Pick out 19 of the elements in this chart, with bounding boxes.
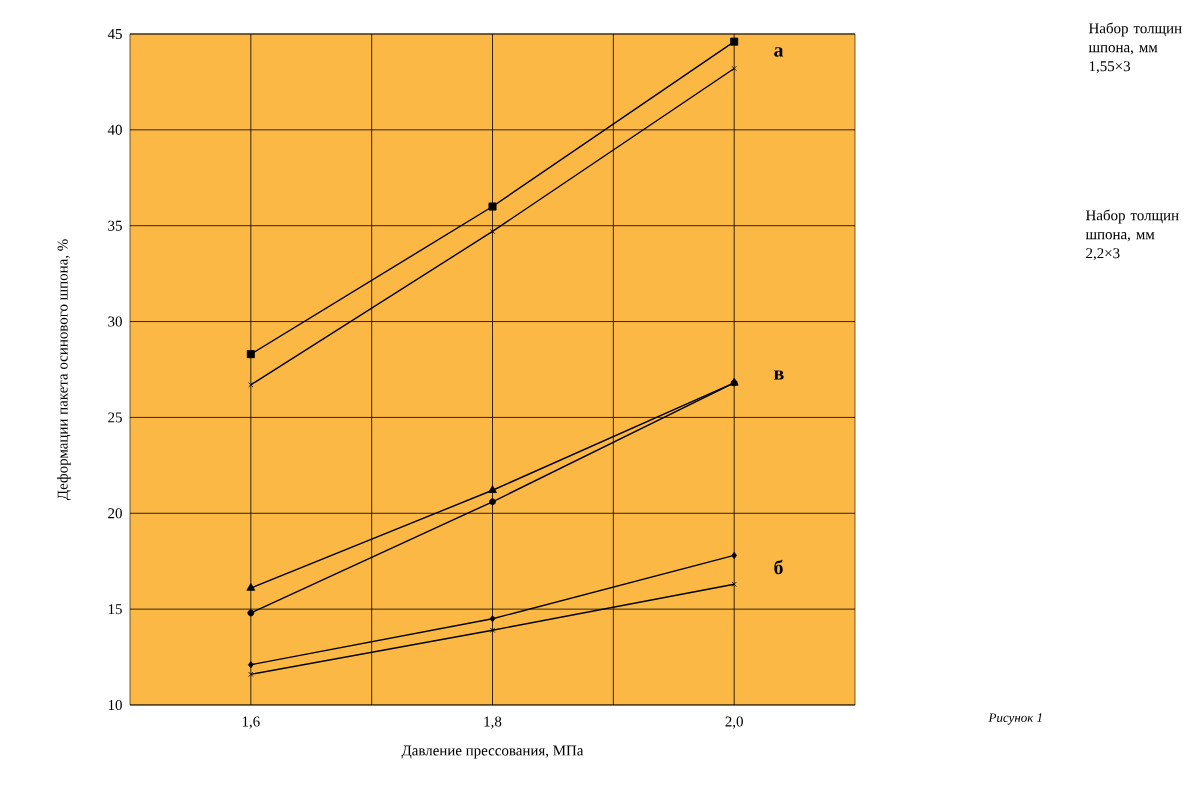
text: Набор толщин шпона, мм 1,55×3 [1088,22,1182,74]
y-tick-label: 45 [107,29,122,39]
x-tick-label: 1,6 [242,716,260,729]
annotation: в [774,370,784,380]
x-tick-label: 1,8 [484,716,502,729]
y-axis-title: Деформации пакета осинового шпона, % [57,239,71,501]
y-tick-label: 30 [108,316,122,327]
y-tick-label: 20 [108,508,122,519]
annotation: а [774,47,784,57]
y-tick-label: 15 [108,604,122,615]
y-tick-label: 10 [108,699,122,711]
text: Рисунок 1 [988,713,1042,725]
annotation: б [774,559,783,575]
y-tick-label: 25 [108,412,122,423]
x-axis-title: Давление прессования, МПа [401,745,584,759]
y-tick-label: 35 [108,220,122,231]
x-tick-label: 2,0 [725,716,743,729]
text: Набор толщин шпона, мм 2,2×3 [1085,209,1179,261]
y-tick-label: 40 [107,124,122,135]
